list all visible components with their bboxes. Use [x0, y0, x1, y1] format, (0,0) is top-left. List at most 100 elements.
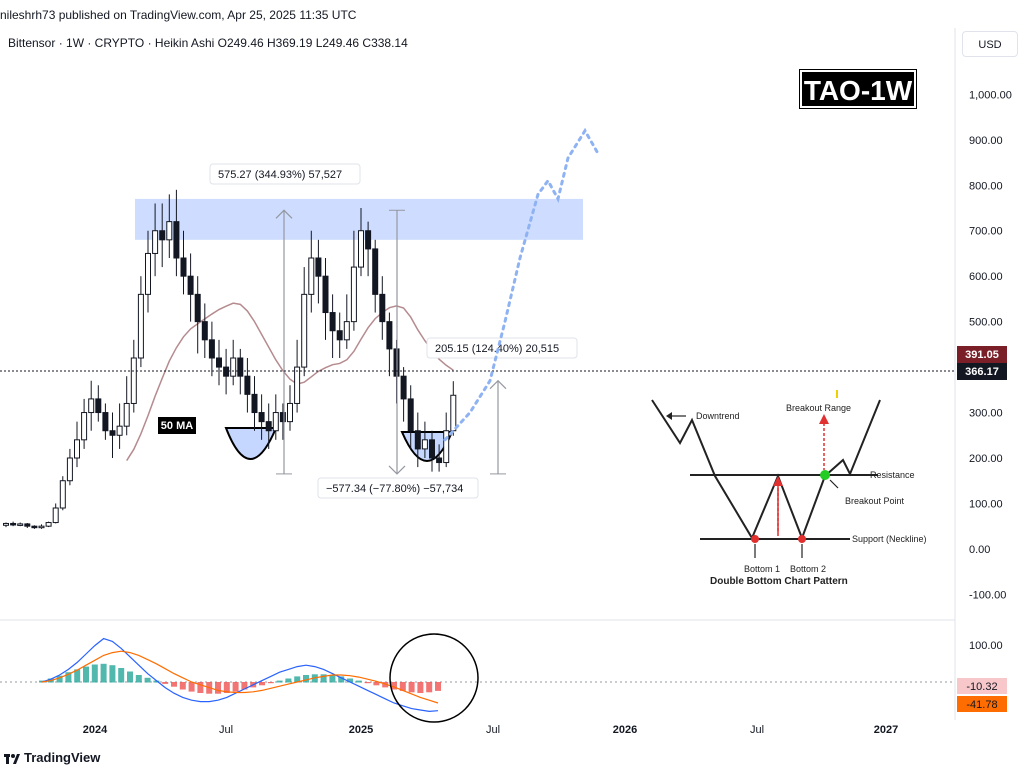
projection-path-group	[443, 127, 600, 442]
candle-body	[116, 425, 123, 436]
macd-histogram-bar	[329, 675, 336, 683]
y-tick-label: 700.00	[969, 226, 1003, 238]
candle-body	[450, 394, 457, 432]
candle-body	[216, 357, 222, 368]
breakout-range-label: Breakout Range	[786, 403, 851, 413]
candle-body	[322, 275, 329, 314]
candle-body	[251, 393, 258, 414]
candle-body	[414, 430, 421, 450]
candle-body	[81, 412, 88, 441]
measure-box	[209, 163, 361, 185]
high-price-label: 391.05	[965, 349, 999, 361]
candle-body	[343, 321, 350, 341]
measure-arrowhead	[489, 379, 507, 390]
x-tick-label: Jul	[219, 724, 233, 736]
candle-body	[421, 439, 428, 450]
candle-body	[350, 266, 357, 323]
candle-body	[301, 293, 308, 368]
candle-body	[372, 248, 379, 295]
candle-body	[137, 293, 144, 359]
y-tick-label: 100.00	[969, 498, 1003, 510]
candle-body	[194, 293, 201, 323]
measure-arrowhead	[275, 209, 293, 219]
candle-body	[38, 525, 45, 529]
tradingview-brand[interactable]: TradingView	[24, 750, 101, 765]
candle-body	[102, 412, 109, 432]
macd-histogram-bar	[303, 675, 309, 683]
double-bottom-illustration: Downtrend Breakout Range Resistance Brea…	[640, 388, 940, 598]
candle-body	[265, 421, 272, 432]
breakout-point-pointer	[829, 479, 839, 489]
candle-body	[208, 339, 215, 359]
y-tick-label: -100.00	[969, 589, 1006, 601]
candle-body	[308, 257, 315, 295]
currency-button[interactable]: USD	[962, 31, 1018, 57]
candle-body	[272, 412, 279, 432]
macd-histogram-bar	[391, 682, 397, 690]
candle-body	[244, 375, 251, 395]
macd-histogram-bar	[417, 682, 424, 693]
macd-histogram-bar	[153, 680, 160, 683]
symbol-title: Bittensor · 1W · CRYPTO · Heikin Ashi	[8, 36, 215, 50]
downtrend-label: Downtrend	[696, 411, 740, 421]
macd-histogram-bar	[276, 680, 283, 683]
candle-body	[329, 312, 336, 332]
pattern-line	[651, 399, 881, 541]
macd-line	[41, 637, 439, 713]
macd-histogram-bar	[74, 669, 81, 683]
macd-histogram-bar	[144, 677, 151, 683]
candle-body	[95, 398, 102, 414]
x-tick-label: 2025	[349, 724, 373, 736]
candle-body	[24, 523, 31, 527]
macd-histogram-bar	[127, 671, 133, 683]
ma-label: 50 MA	[161, 420, 193, 432]
bottom2-label: Bottom 2	[790, 564, 826, 574]
measure-arrowhead	[388, 465, 406, 475]
candle-body	[52, 507, 59, 524]
candle-body	[386, 321, 393, 350]
candle-body	[31, 525, 38, 529]
x-tick-label: Jul	[486, 724, 500, 736]
macd-histogram-bar	[259, 682, 265, 686]
candle-body	[230, 357, 237, 377]
candle-body	[109, 430, 116, 436]
candle-body	[358, 230, 364, 268]
range-arrow-up-head	[773, 476, 783, 486]
macd-panel: 100.00 -10.32 -41.78	[0, 619, 1007, 723]
price-axis[interactable]: -100.000.00100.00200.00300.00400.00500.0…	[954, 28, 1012, 720]
time-axis[interactable]: 2024 Jul 2025 Jul 2026 Jul 2027	[83, 724, 898, 736]
candle-body	[45, 522, 52, 527]
macd-histogram-bar	[65, 672, 72, 683]
macd-histogram-bar	[320, 674, 327, 683]
last-price-label: 366.17	[965, 366, 999, 378]
macd-ref-label: 100.00	[969, 640, 1003, 652]
bottom1-dot	[751, 535, 759, 543]
macd-histogram-bar	[373, 682, 380, 686]
candle-body	[336, 330, 343, 341]
downtrend-pointer-head	[666, 412, 672, 420]
macd-histogram-bar	[118, 668, 125, 683]
ohlc-values: O249.46 H369.19 L249.46 C338.14	[217, 36, 408, 50]
macd-highlight-circle	[389, 633, 479, 723]
symbol-legend[interactable]: Bittensor · 1W · CRYPTO · Heikin Ashi O2…	[8, 36, 408, 50]
candle-body	[187, 275, 194, 295]
macd-histogram-bar	[364, 682, 371, 684]
x-tick-label: 2026	[613, 724, 637, 736]
candle-body	[145, 252, 151, 295]
measure-tools-group: 575.27 (344.93%) 57,527 −577.34 (−77.80%)…	[0, 163, 955, 499]
macd-histogram-bar	[56, 675, 63, 683]
tradingview-logo-icon[interactable]	[4, 752, 20, 764]
y-tick-label: 0.00	[969, 544, 990, 556]
pattern-title: Double Bottom Chart Pattern	[710, 576, 848, 587]
candle-body	[223, 366, 230, 377]
y-tick-label: 500.00	[969, 317, 1003, 329]
macd-histogram-bar	[347, 678, 353, 683]
support-label: Support (Neckline)	[852, 534, 927, 544]
x-tick-label: 2024	[83, 724, 108, 736]
y-tick-label: 800.00	[969, 180, 1003, 192]
macd-value-label: -10.32	[966, 681, 997, 693]
candle-body	[66, 457, 73, 482]
macd-histogram-bar	[232, 682, 239, 692]
ma-line	[126, 302, 454, 461]
